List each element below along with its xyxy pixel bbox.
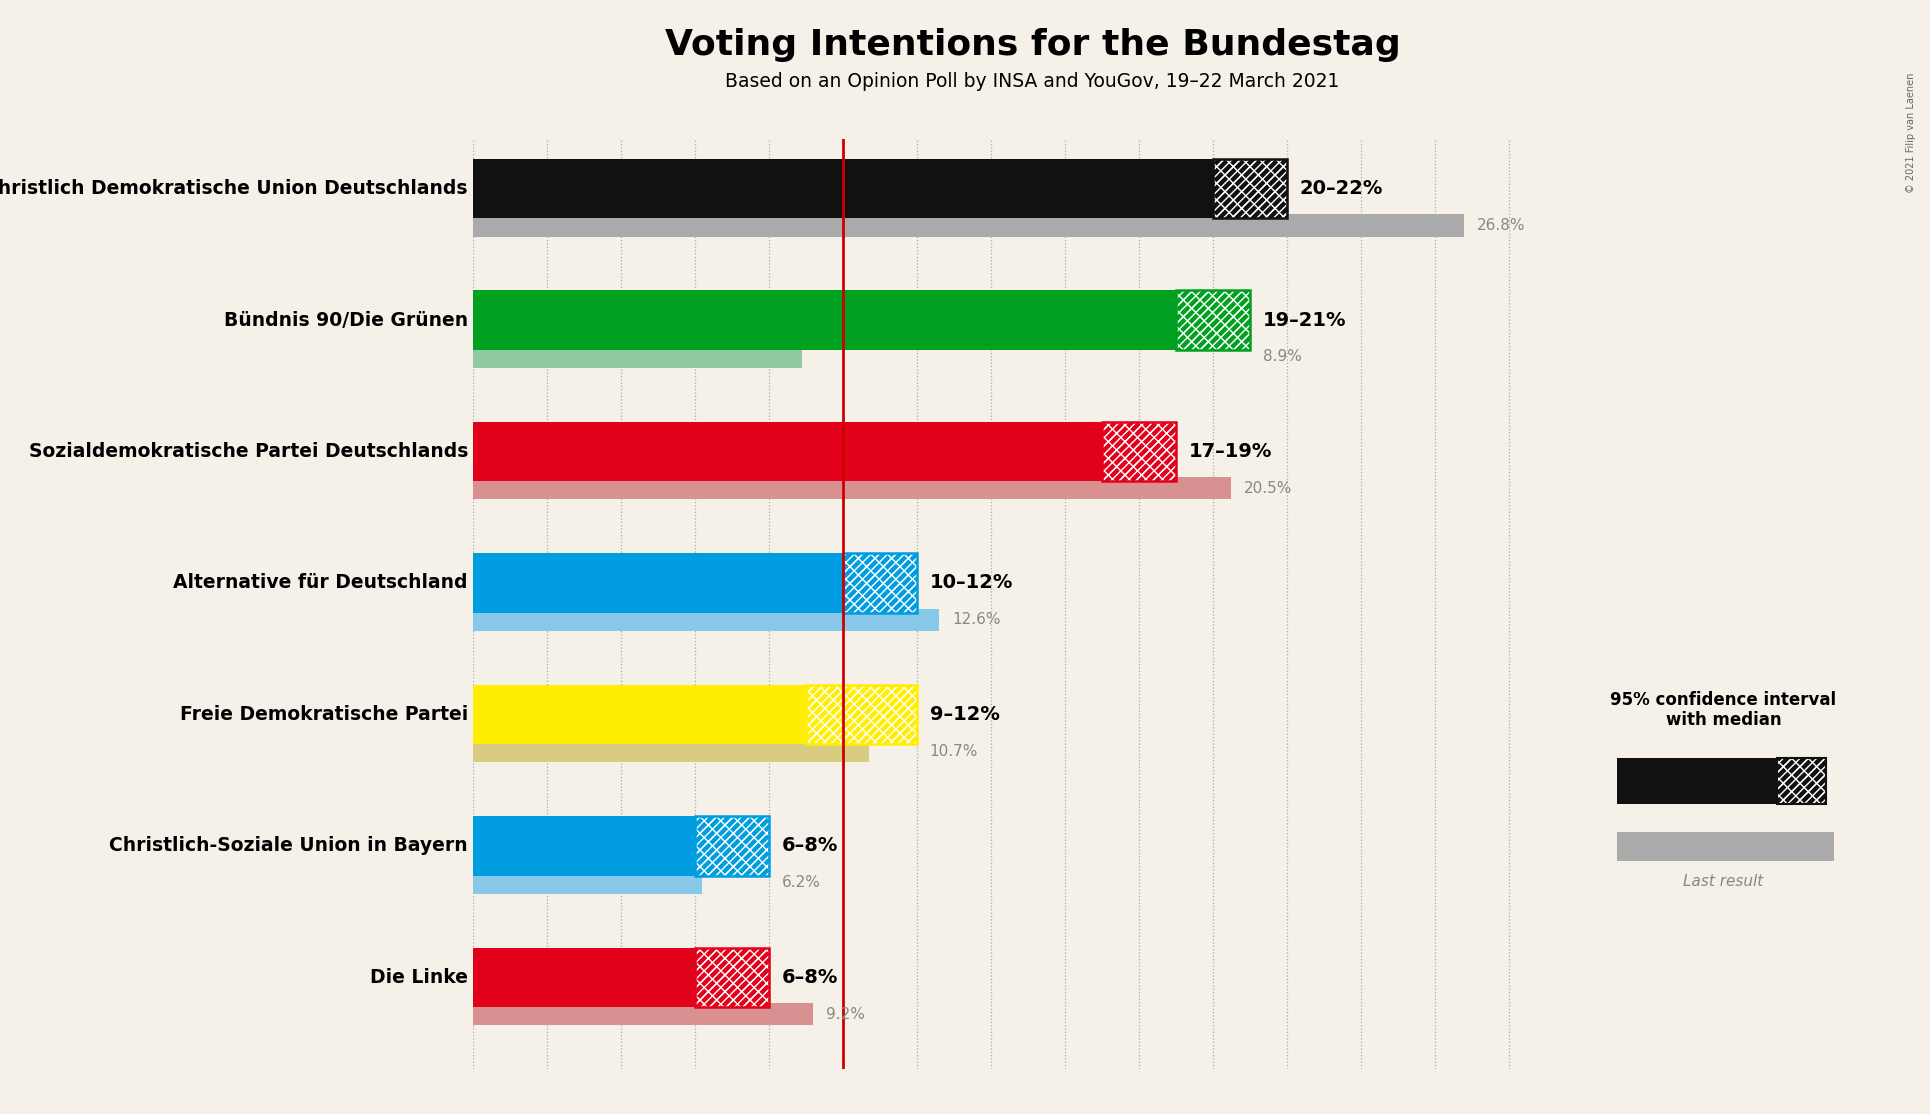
Bar <box>695 817 768 876</box>
Bar <box>1175 291 1251 350</box>
Text: 12.6%: 12.6% <box>951 613 1000 627</box>
Bar <box>473 948 695 1007</box>
Bar <box>1617 832 1834 861</box>
Bar <box>1778 759 1826 803</box>
Bar <box>807 685 917 744</box>
Text: 10–12%: 10–12% <box>930 574 1013 593</box>
Text: Last result: Last result <box>1683 874 1764 889</box>
Text: 20–22%: 20–22% <box>1299 179 1384 198</box>
Bar <box>473 345 803 368</box>
Bar <box>1212 159 1287 218</box>
Text: 19–21%: 19–21% <box>1262 311 1345 330</box>
Bar <box>1212 159 1287 218</box>
Bar <box>695 817 768 876</box>
Bar <box>1212 159 1287 218</box>
Text: 8.9%: 8.9% <box>1262 350 1301 364</box>
Bar <box>1617 759 1778 803</box>
Bar <box>473 477 1231 499</box>
Bar <box>473 291 1175 350</box>
Text: 9–12%: 9–12% <box>930 705 1000 724</box>
Bar <box>473 817 695 876</box>
Bar <box>843 554 917 613</box>
Bar <box>473 554 843 613</box>
Text: 95% confidence interval
with median: 95% confidence interval with median <box>1610 691 1837 730</box>
Text: 6.2%: 6.2% <box>782 876 820 890</box>
Bar <box>695 817 768 876</box>
Bar <box>1102 422 1175 481</box>
Bar <box>1175 291 1251 350</box>
Bar <box>1102 422 1175 481</box>
Bar <box>473 1003 813 1025</box>
Bar <box>473 685 807 744</box>
Bar <box>473 871 703 893</box>
Bar <box>1778 759 1826 803</box>
Text: 9.2%: 9.2% <box>826 1007 865 1022</box>
Text: 10.7%: 10.7% <box>930 744 979 759</box>
Text: Based on an Opinion Poll by INSA and YouGov, 19–22 March 2021: Based on an Opinion Poll by INSA and You… <box>726 72 1339 91</box>
Text: © 2021 Filip van Laenen: © 2021 Filip van Laenen <box>1907 72 1916 193</box>
Bar <box>695 948 768 1007</box>
Bar <box>1778 759 1826 803</box>
Text: 6–8%: 6–8% <box>782 837 838 856</box>
Bar <box>843 554 917 613</box>
Bar <box>1102 422 1175 481</box>
Bar <box>473 214 1465 236</box>
Bar <box>807 685 917 744</box>
Bar <box>473 740 868 762</box>
Bar <box>695 948 768 1007</box>
Bar <box>695 948 768 1007</box>
Bar <box>473 422 1102 481</box>
Bar <box>843 554 917 613</box>
Text: 26.8%: 26.8% <box>1476 218 1527 233</box>
Bar <box>807 685 917 744</box>
Bar <box>473 159 1212 218</box>
Text: Voting Intentions for the Bundestag: Voting Intentions for the Bundestag <box>664 28 1401 62</box>
Text: 20.5%: 20.5% <box>1245 481 1293 496</box>
Bar <box>1175 291 1251 350</box>
Bar <box>473 608 938 631</box>
Text: 17–19%: 17–19% <box>1189 442 1272 461</box>
Text: 6–8%: 6–8% <box>782 968 838 987</box>
